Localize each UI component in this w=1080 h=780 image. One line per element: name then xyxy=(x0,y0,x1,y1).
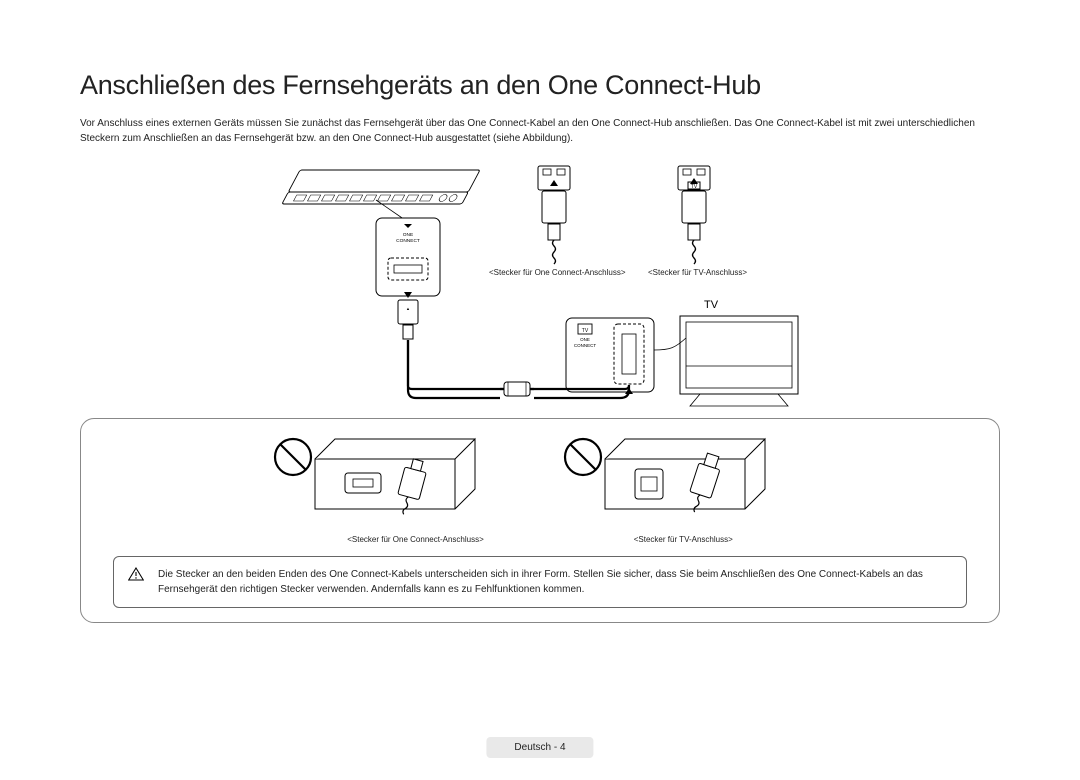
warning-triangle-icon xyxy=(128,567,144,581)
svg-text:TV: TV xyxy=(691,184,698,190)
prohibited-tv-illustration xyxy=(555,435,815,525)
intro-paragraph: Vor Anschluss eines externen Geräts müss… xyxy=(80,117,1000,146)
connection-diagram: ONE CONNECT ▲ xyxy=(80,160,1000,410)
diagram-svg: ONE CONNECT ▲ xyxy=(80,160,1000,410)
prohibited-images-row xyxy=(97,435,983,525)
svg-text:ONE: ONE xyxy=(403,232,413,238)
warning-text: Die Stecker an den beiden Enden des One … xyxy=(158,569,923,595)
caption-plug-oc-top: <Stecker für One Connect-Anschluss> xyxy=(489,268,626,277)
svg-text:CONNECT: CONNECT xyxy=(574,343,597,348)
manual-page: Anschließen des Fernsehgeräts an den One… xyxy=(0,0,1080,780)
prohibited-oc-illustration xyxy=(265,435,525,525)
warning-panel: <Stecker für One Connect-Anschluss> <Ste… xyxy=(80,418,1000,623)
caption-plug-oc-bottom: <Stecker für One Connect-Anschluss> xyxy=(347,535,484,544)
svg-text:TV: TV xyxy=(582,328,589,334)
caption-plug-tv-top: <Stecker für TV-Anschluss> xyxy=(648,268,747,277)
svg-text:▲: ▲ xyxy=(406,306,410,311)
svg-text:CONNECT: CONNECT xyxy=(396,238,420,244)
tv-label: TV xyxy=(704,299,719,311)
page-title: Anschließen des Fernsehgeräts an den One… xyxy=(80,70,1000,101)
caption-plug-tv-bottom: <Stecker für TV-Anschluss> xyxy=(634,535,733,544)
svg-text:ONE: ONE xyxy=(580,337,590,342)
prohibited-captions-row: <Stecker für One Connect-Anschluss> <Ste… xyxy=(97,535,983,544)
warning-note-box: Die Stecker an den beiden Enden des One … xyxy=(113,556,967,608)
page-footer: Deutsch - 4 xyxy=(486,737,593,758)
